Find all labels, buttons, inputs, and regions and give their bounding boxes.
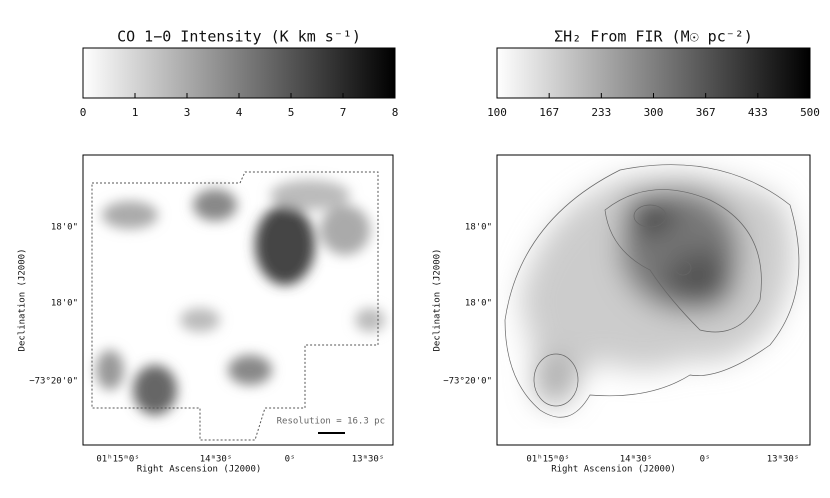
x-tick-label: 14ᵐ30ˢ [200, 455, 233, 465]
x-tick-label: 0ˢ [285, 455, 296, 465]
x-axis-label: Right Ascension (J2000) [551, 465, 676, 475]
map-frame [82, 154, 394, 446]
fir-map [504, 164, 800, 418]
colorbar-tick-label: 367 [696, 106, 716, 119]
y-tick-label: −73°20'0" [443, 377, 492, 387]
colorbar [82, 47, 396, 99]
y-tick-label: −73°20'0" [29, 377, 78, 387]
colorbar-tick-label: 500 [800, 106, 820, 119]
colorbar-tick-label: 0 [80, 106, 87, 119]
colorbar-tick-label: 300 [644, 106, 664, 119]
x-tick-label: 13ᵐ30ˢ [767, 455, 800, 465]
colorbar-tick-label: 1 [132, 106, 139, 119]
y-tick-label: 18'0" [51, 299, 78, 309]
colorbar-tick-label: 5 [288, 106, 295, 119]
x-tick-label: 0ˢ [700, 455, 711, 465]
colorbar-tick-label: 3 [184, 106, 191, 119]
colorbar-tick-label: 4 [236, 106, 243, 119]
x-axis-label: Right Ascension (J2000) [137, 465, 262, 475]
co-map [91, 171, 385, 441]
x-tick-label: 01ʰ15ᵐ0ˢ [96, 455, 139, 465]
colorbar-title: ΣH₂ From FIR (M☉ pc⁻²) [554, 28, 753, 46]
colorbar-tick-label: 233 [591, 106, 611, 119]
x-tick-label: 14ᵐ30ˢ [620, 455, 653, 465]
colorbar-tick-label: 8 [392, 106, 399, 119]
colorbar-tick-label: 7 [340, 106, 347, 119]
colorbar-tick-label: 100 [487, 106, 507, 119]
map-frame [496, 154, 811, 446]
y-tick-label: 18'0" [465, 299, 492, 309]
colorbar [496, 47, 811, 99]
y-axis-label: Declination (J2000) [433, 249, 443, 352]
y-tick-label: 18'0" [465, 223, 492, 233]
y-axis-label: Declination (J2000) [18, 249, 28, 352]
x-tick-label: 13ᵐ30ˢ [352, 455, 385, 465]
colorbar-title: CO 1−0 Intensity (K km s⁻¹) [117, 28, 361, 46]
annotation: Resolution = 16.3 pc [277, 417, 385, 427]
colorbar-tick-label: 433 [748, 106, 768, 119]
x-tick-label: 01ʰ15ᵐ0ˢ [526, 455, 569, 465]
y-tick-label: 18'0" [51, 223, 78, 233]
colorbar-tick-label: 167 [539, 106, 559, 119]
